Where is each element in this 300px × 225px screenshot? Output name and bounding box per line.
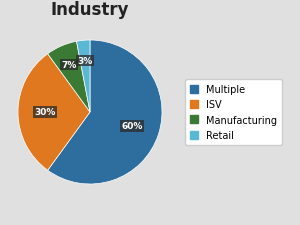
Wedge shape <box>18 54 90 171</box>
Wedge shape <box>76 41 90 112</box>
Text: 7%: 7% <box>62 61 77 70</box>
Text: 3%: 3% <box>77 57 93 66</box>
Text: 30%: 30% <box>35 108 56 117</box>
Wedge shape <box>48 42 90 112</box>
Legend: Multiple, ISV, Manufacturing, Retail: Multiple, ISV, Manufacturing, Retail <box>185 80 282 145</box>
Title: Industry: Industry <box>51 1 129 19</box>
Wedge shape <box>48 41 162 184</box>
Text: 60%: 60% <box>122 122 143 131</box>
